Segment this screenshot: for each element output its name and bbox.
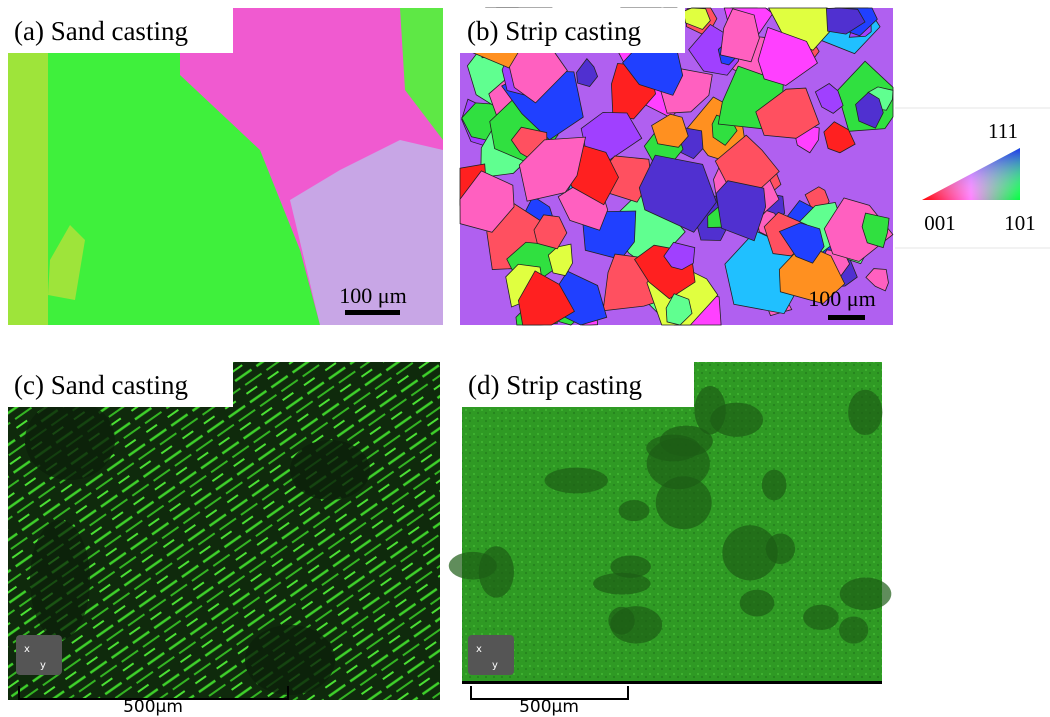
scale-bar-label: 500μm — [123, 697, 183, 717]
axis-icon — [16, 635, 62, 675]
scale-bar — [828, 315, 865, 320]
dendrite — [593, 573, 650, 595]
panel-label: (d) Strip casting — [468, 370, 642, 400]
scale-bar-label: 100 μm — [808, 286, 875, 311]
axis-icon-label: y — [40, 660, 46, 671]
panel-label: (a) Sand casting — [14, 16, 188, 46]
axis-icon-label: y — [492, 660, 498, 671]
panel-c: (c) Sand casting x y 500μm — [8, 362, 440, 717]
dendrite — [848, 390, 882, 435]
legend-label: 111 — [988, 119, 1018, 143]
dendrite — [722, 525, 777, 580]
legend-label: 001 — [924, 211, 956, 235]
dendrite — [694, 386, 725, 434]
axis-icon-label: x — [24, 644, 30, 655]
scale-bar — [345, 310, 400, 315]
dendrite — [619, 500, 650, 521]
dendrite — [839, 616, 868, 643]
dendrite — [762, 470, 787, 501]
dendrite — [545, 468, 608, 494]
dendrite — [647, 438, 710, 489]
dendrite — [740, 590, 775, 617]
dendrite — [608, 607, 634, 635]
panel-b: (b) Strip casting 100 μm — [460, 8, 893, 325]
axis-icon — [468, 635, 514, 675]
panel-label: (b) Strip casting — [467, 16, 641, 46]
panel-label: (c) Sand casting — [14, 370, 188, 400]
figure: (a) Sand casting 100 μm (b) Strip castin… — [0, 0, 1050, 717]
dendrite — [840, 578, 892, 611]
dendrite — [479, 546, 514, 597]
scale-bar-label: 100 μm — [339, 283, 406, 308]
panel-a: (a) Sand casting 100 μm — [8, 8, 443, 325]
ipf-legend: 111 001 101 — [895, 108, 1050, 248]
panel-d: (d) Strip casting x y 500μm — [449, 362, 892, 717]
dendrite — [803, 605, 839, 630]
scale-bar-label: 500μm — [519, 697, 579, 717]
legend-label: 101 — [1004, 211, 1036, 235]
axis-icon-label: x — [476, 644, 482, 655]
